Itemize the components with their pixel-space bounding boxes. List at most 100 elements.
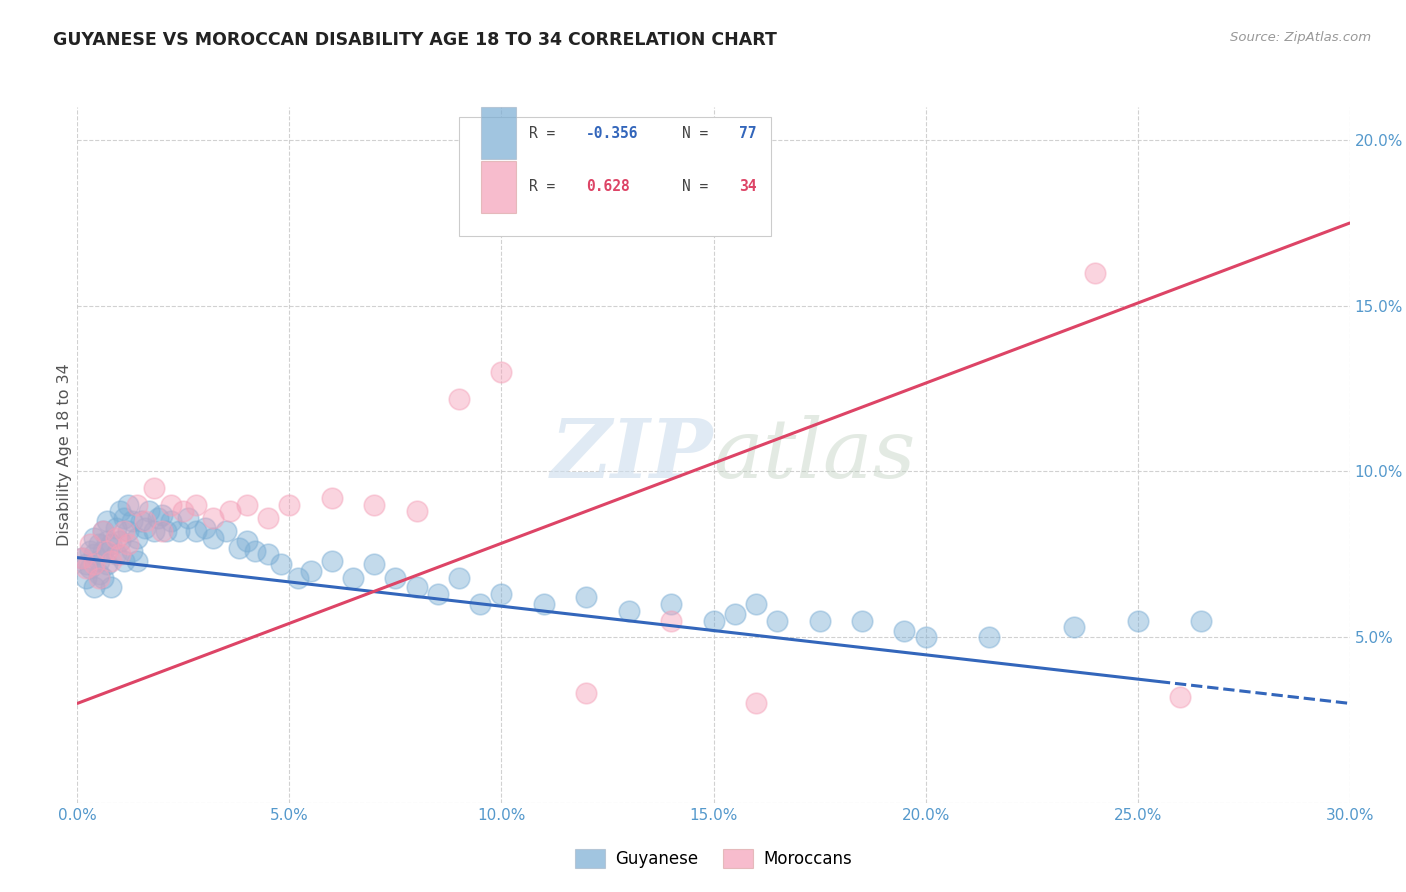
Point [228, 541, 250, 555]
Point [321, 554, 343, 568]
Point [104, 531, 127, 545]
Point [100, 537, 122, 551]
Point [257, 547, 280, 561]
Point [91, 570, 114, 584]
Point [1126, 614, 1149, 628]
Point [96, 534, 118, 549]
Point [104, 547, 127, 561]
Point [142, 481, 165, 495]
Point [117, 537, 139, 551]
Text: R =: R = [529, 179, 572, 194]
Point [851, 614, 873, 628]
Point [194, 521, 217, 535]
Point [142, 524, 165, 538]
Point [363, 558, 385, 572]
Point [121, 544, 143, 558]
Point [96, 558, 118, 572]
Point [79, 544, 101, 558]
Point [100, 554, 122, 568]
Point [321, 491, 343, 505]
Point [87, 570, 110, 584]
Text: R =: R = [529, 126, 564, 141]
Point [617, 604, 640, 618]
Text: ZIP: ZIP [551, 415, 714, 495]
Point [384, 570, 406, 584]
Point [405, 581, 427, 595]
Point [79, 537, 101, 551]
Point [125, 531, 148, 545]
Point [159, 498, 181, 512]
Point [104, 521, 127, 535]
Point [1189, 614, 1212, 628]
Point [83, 531, 105, 545]
Point [125, 554, 148, 568]
Point [79, 560, 101, 574]
Point [150, 524, 173, 538]
Point [172, 504, 194, 518]
Point [219, 504, 242, 518]
Point [70, 550, 93, 565]
Point [202, 531, 225, 545]
Point [159, 514, 181, 528]
Point [108, 504, 131, 518]
Point [146, 511, 169, 525]
Point [659, 614, 682, 628]
Point [449, 392, 471, 406]
Point [1168, 690, 1191, 704]
FancyBboxPatch shape [460, 118, 770, 235]
FancyBboxPatch shape [481, 161, 516, 213]
Point [108, 534, 131, 549]
Point [108, 547, 131, 561]
Point [155, 524, 177, 538]
Point [87, 567, 110, 582]
Point [575, 686, 598, 700]
Point [91, 524, 114, 538]
Point [91, 544, 114, 558]
Point [125, 498, 148, 512]
Point [703, 614, 725, 628]
Point [257, 511, 280, 525]
Point [184, 498, 207, 512]
Point [236, 498, 259, 512]
Point [405, 504, 427, 518]
Point [117, 524, 139, 538]
Text: 77: 77 [740, 126, 756, 141]
Point [363, 498, 385, 512]
Point [1063, 620, 1085, 634]
Point [117, 498, 139, 512]
Point [87, 537, 110, 551]
Point [808, 614, 831, 628]
Point [533, 597, 555, 611]
Point [91, 524, 114, 538]
Text: 0.628: 0.628 [586, 179, 630, 194]
Point [129, 514, 152, 528]
Point [75, 560, 97, 574]
Point [75, 570, 97, 584]
Point [745, 697, 768, 711]
Point [121, 514, 143, 528]
Point [134, 514, 156, 528]
Point [287, 570, 309, 584]
Point [659, 597, 682, 611]
Point [979, 630, 1001, 644]
Point [112, 524, 135, 538]
Point [724, 607, 747, 621]
Point [112, 511, 135, 525]
Text: Source: ZipAtlas.com: Source: ZipAtlas.com [1230, 31, 1371, 45]
Point [150, 508, 173, 522]
Point [138, 504, 160, 518]
Point [215, 524, 238, 538]
Point [575, 591, 598, 605]
Text: -0.356: -0.356 [586, 126, 638, 141]
Text: 34: 34 [740, 179, 756, 194]
Y-axis label: Disability Age 18 to 34: Disability Age 18 to 34 [56, 364, 72, 546]
Point [893, 624, 915, 638]
Point [236, 534, 259, 549]
Point [87, 554, 110, 568]
Point [342, 570, 364, 584]
Point [491, 587, 513, 601]
Point [766, 614, 789, 628]
FancyBboxPatch shape [481, 107, 516, 159]
Point [270, 558, 292, 572]
Point [83, 581, 105, 595]
